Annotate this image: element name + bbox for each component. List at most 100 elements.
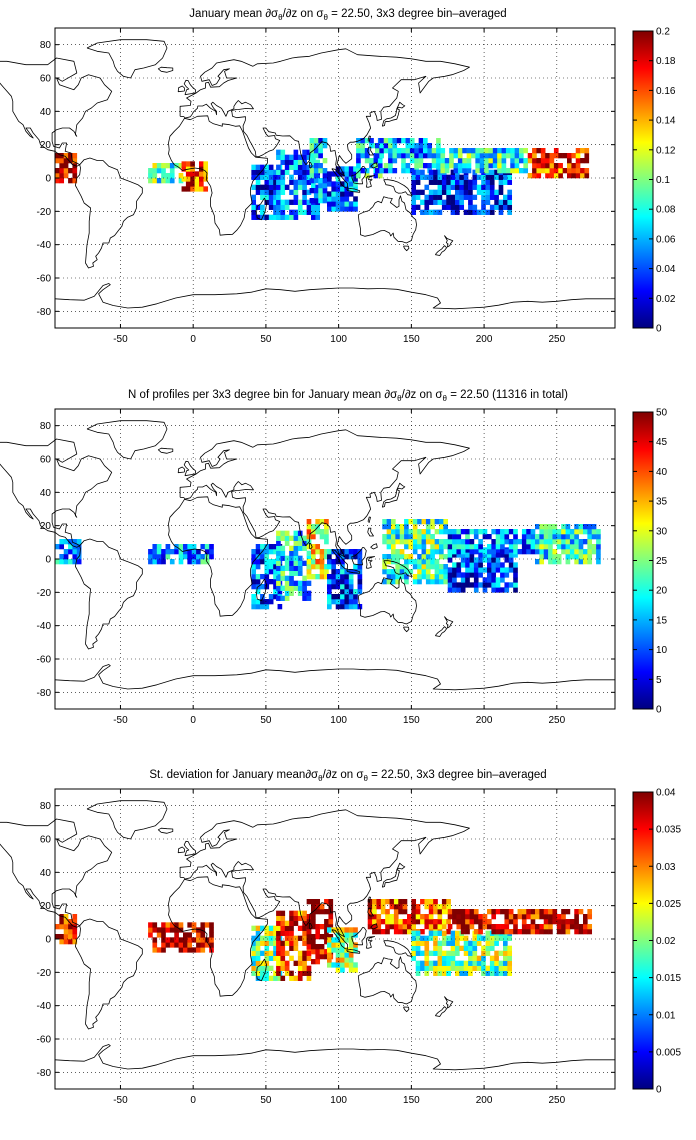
- heat-cell: [273, 184, 278, 190]
- heat-cell: [530, 929, 536, 935]
- heat-cell: [255, 955, 261, 961]
- heat-cell: [460, 544, 466, 550]
- panel-3-coastlines: [0, 800, 615, 1071]
- heat-cell: [353, 206, 358, 212]
- heat-cell: [297, 590, 303, 596]
- heat-cell: [404, 524, 409, 530]
- heat-cell: [385, 929, 390, 935]
- heat-cell: [209, 927, 214, 933]
- heat-cell: [165, 173, 171, 179]
- heat-cell: [297, 555, 303, 561]
- heat-cell: [468, 199, 473, 205]
- heat-cell: [532, 163, 537, 169]
- heat-cell: [284, 565, 290, 571]
- heat-cell: [421, 529, 427, 535]
- heat-cell: [459, 174, 465, 180]
- heat-cell: [268, 189, 274, 195]
- heat-cell: [199, 171, 204, 177]
- heat-cell: [441, 960, 447, 966]
- heat-cell: [401, 168, 406, 174]
- heat-cell: [459, 194, 465, 200]
- colorbar-tick-label: 0.02: [656, 294, 676, 305]
- heat-cell: [485, 189, 491, 195]
- heat-cell: [377, 158, 383, 164]
- heat-cell: [420, 174, 425, 180]
- heat-cell: [578, 559, 584, 565]
- heat-cell: [395, 534, 401, 540]
- heat-cell: [251, 194, 257, 200]
- heat-cell: [255, 214, 261, 220]
- heat-cell: [264, 599, 270, 605]
- heat-cell: [411, 945, 417, 951]
- heat-cell: [476, 955, 482, 961]
- heat-cell: [466, 163, 472, 169]
- heat-cell: [415, 914, 421, 920]
- heat-cell: [408, 569, 414, 575]
- heat-cell: [434, 569, 440, 575]
- heat-cell: [578, 544, 584, 550]
- heat-cell: [508, 539, 514, 545]
- heat-cell: [487, 549, 492, 555]
- heat-cell: [565, 534, 571, 540]
- heat-cell: [382, 534, 387, 540]
- heat-cell: [356, 158, 361, 164]
- heat-cell: [417, 539, 422, 545]
- heat-cell: [425, 524, 431, 530]
- heat-cell: [459, 935, 465, 941]
- heat-cell: [485, 945, 491, 951]
- heat-cell: [315, 159, 321, 165]
- heat-cell: [63, 173, 69, 179]
- heat-cell: [273, 214, 278, 220]
- heat-cell: [273, 544, 278, 550]
- heat-cell: [344, 574, 350, 580]
- heat-cell: [415, 945, 421, 951]
- heat-cell: [376, 924, 382, 930]
- heat-cell: [443, 579, 449, 585]
- heat-cell: [575, 168, 581, 174]
- coast-new-zealand-south: [435, 626, 448, 637]
- heat-cell: [284, 595, 290, 601]
- heat-cell: [335, 206, 341, 212]
- heat-cell: [375, 168, 380, 174]
- heat-cell: [297, 580, 303, 586]
- heat-cell: [408, 544, 414, 550]
- heat-cell: [498, 189, 504, 195]
- heat-cell: [456, 582, 462, 588]
- heat-cell: [388, 153, 393, 159]
- heat-cell: [472, 935, 478, 941]
- heat-cell: [575, 163, 581, 169]
- heat-cell: [203, 161, 209, 167]
- heat-cell: [72, 914, 78, 920]
- heat-cell: [251, 564, 257, 570]
- heat-cell: [567, 158, 572, 164]
- heat-cell: [306, 169, 312, 175]
- heat-cell: [68, 934, 73, 940]
- heat-cell: [293, 179, 299, 185]
- coast-java: [346, 569, 361, 574]
- heat-cell: [183, 554, 188, 560]
- heat-cell: [383, 148, 389, 154]
- heat-cell: [178, 922, 184, 928]
- heat-cell: [407, 919, 412, 925]
- heat-cell: [465, 924, 470, 930]
- heat-cell: [437, 930, 443, 936]
- heat-cell: [373, 163, 379, 169]
- coast-greenland: [86, 420, 168, 460]
- heat-cell: [487, 909, 492, 915]
- heat-cell: [491, 529, 497, 535]
- heat-cell: [183, 947, 188, 953]
- heat-cell: [423, 163, 428, 169]
- heat-cell: [574, 909, 579, 915]
- heat-cell: [578, 549, 584, 555]
- heat-cell: [420, 935, 425, 941]
- heat-cell: [392, 138, 398, 144]
- heat-cell: [344, 579, 350, 585]
- heat-cell: [379, 168, 385, 174]
- colorbar-tick-label: 0.03: [656, 862, 676, 873]
- heat-cell: [340, 186, 345, 192]
- heat-cell: [437, 960, 443, 966]
- heat-cell: [437, 189, 443, 195]
- heat-cell: [199, 181, 204, 187]
- heat-cell: [587, 539, 593, 545]
- heat-cell: [428, 909, 434, 915]
